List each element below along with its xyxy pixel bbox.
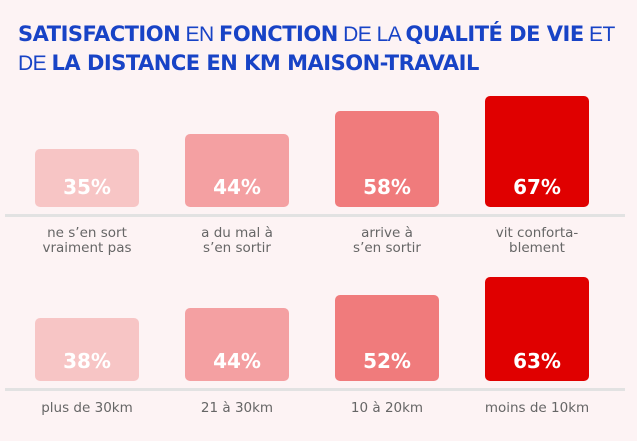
data-label: 58% bbox=[363, 174, 411, 199]
category-label: arrive à s’en sortir bbox=[353, 225, 421, 256]
chart-title: SATISFACTION EN FONCTION DE LA QUALITÉ D… bbox=[18, 20, 628, 78]
data-label: 38% bbox=[63, 348, 111, 373]
axis-line-distance bbox=[5, 388, 625, 391]
title-light-part: ET DE bbox=[18, 23, 615, 75]
title-bold-part: LA DISTANCE EN KM MAISON-TRAVAIL bbox=[51, 51, 480, 75]
title-bold-part: FONCTION bbox=[219, 22, 338, 46]
category-label: vit conforta- blement bbox=[495, 225, 579, 256]
category-label: 21 à 30km bbox=[200, 400, 274, 416]
title-bold-part: QUALITÉ DE VIE bbox=[405, 22, 584, 46]
data-label: 35% bbox=[63, 175, 111, 199]
bar-quality-3: 67% bbox=[485, 96, 589, 207]
category-label: ne s’en sort vraiment pas bbox=[42, 225, 132, 256]
category-label: a du mal à s’en sortir bbox=[201, 225, 273, 256]
data-label: 52% bbox=[363, 348, 411, 373]
category-label: 10 à 20km bbox=[350, 400, 424, 416]
bar-quality-0: 35% bbox=[35, 149, 139, 207]
bar-quality-1: 44% bbox=[185, 134, 289, 207]
title-bold-part: SATISFACTION bbox=[18, 22, 181, 46]
bar-distance-3: 63% bbox=[485, 277, 589, 381]
bar-distance-0: 38% bbox=[35, 318, 139, 381]
category-label: moins de 10km bbox=[484, 400, 590, 416]
axis-line-quality bbox=[5, 214, 625, 217]
bar-quality-2: 58% bbox=[335, 111, 439, 207]
data-label: 63% bbox=[513, 348, 561, 373]
title-light-part: DE LA bbox=[337, 23, 406, 46]
category-label: plus de 30km bbox=[41, 400, 133, 416]
data-label: 44% bbox=[213, 174, 261, 199]
data-label: 67% bbox=[513, 174, 561, 199]
data-label: 44% bbox=[213, 348, 261, 373]
bar-distance-1: 44% bbox=[185, 308, 289, 381]
title-light-part: EN bbox=[180, 23, 220, 46]
bar-distance-2: 52% bbox=[335, 295, 439, 381]
